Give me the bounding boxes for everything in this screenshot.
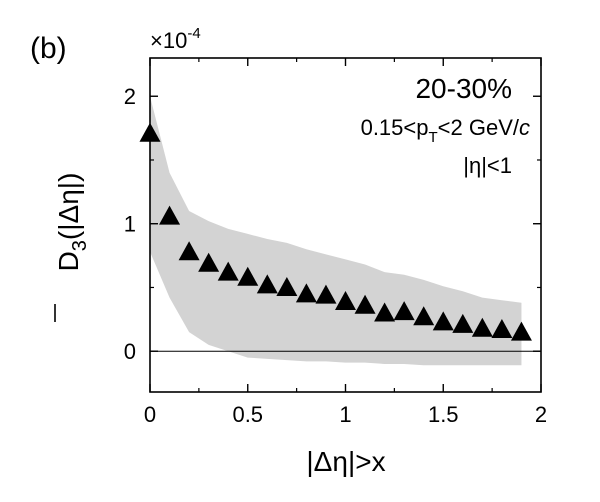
y-axis-label-main: D (53, 251, 84, 271)
data-point-marker (354, 294, 376, 314)
data-point-marker (491, 319, 513, 339)
x-tick-label: 0.5 (232, 402, 263, 427)
pt-range-label: 0.15<pT<2 GeV/c (361, 115, 530, 146)
systematic-uncertainty-band (150, 96, 522, 366)
x-tick-label: 1.5 (428, 402, 459, 427)
centrality-label: 20-30% (415, 73, 512, 104)
pt-range-suffix: <2 GeV/ (438, 115, 520, 140)
y-tick-label: 2 (124, 84, 136, 109)
axis-multiplier-exponent: -4 (187, 25, 200, 42)
data-markers (139, 122, 532, 341)
x-tick-label: 2 (535, 402, 547, 427)
axis-multiplier: ×10-4 (150, 25, 201, 53)
x-axis-label: |Δη|>x (306, 446, 385, 477)
data-point-marker (510, 321, 532, 341)
y-axis-label-tail: (|Δη|) (53, 173, 84, 240)
axis-ticks: 0 0.5 1 1.5 2 0 1 2 (124, 58, 547, 427)
data-point-marker (159, 205, 181, 225)
x-tick-label: 1 (339, 402, 351, 427)
data-point-marker (471, 317, 493, 337)
data-point-marker (276, 276, 298, 296)
data-point-marker (335, 290, 356, 310)
data-point-marker (198, 252, 220, 272)
y-axis-label-text: D3(|Δη|) (53, 173, 91, 272)
y-axis-label-subscript: 3 (69, 240, 91, 251)
y-tick-label: 0 (124, 339, 136, 364)
data-point-marker (256, 274, 278, 294)
data-point-marker (295, 283, 317, 303)
data-point-marker (393, 301, 415, 321)
data-point-marker (178, 241, 200, 261)
pt-range-unit: c (519, 115, 530, 140)
x-tick-label: 0 (144, 402, 156, 427)
axis-multiplier-base: ×10 (150, 28, 187, 53)
pt-range-subscript: T (428, 129, 437, 146)
y-tick-label: 1 (124, 212, 136, 237)
data-point-marker (452, 313, 474, 333)
panel-label: (b) (30, 32, 67, 65)
data-point-marker (432, 311, 454, 331)
data-point-marker (413, 306, 435, 326)
pt-range-prefix: 0.15<p (361, 115, 429, 140)
data-point-marker (374, 302, 396, 322)
data-point-marker (217, 261, 239, 281)
data-point-marker (315, 284, 337, 304)
eta-cut-label: |η|<1 (463, 153, 512, 178)
y-axis-label: D3(|Δη|) (53, 173, 91, 322)
systematic-band-layer (150, 96, 522, 366)
data-point-marker (237, 266, 259, 286)
